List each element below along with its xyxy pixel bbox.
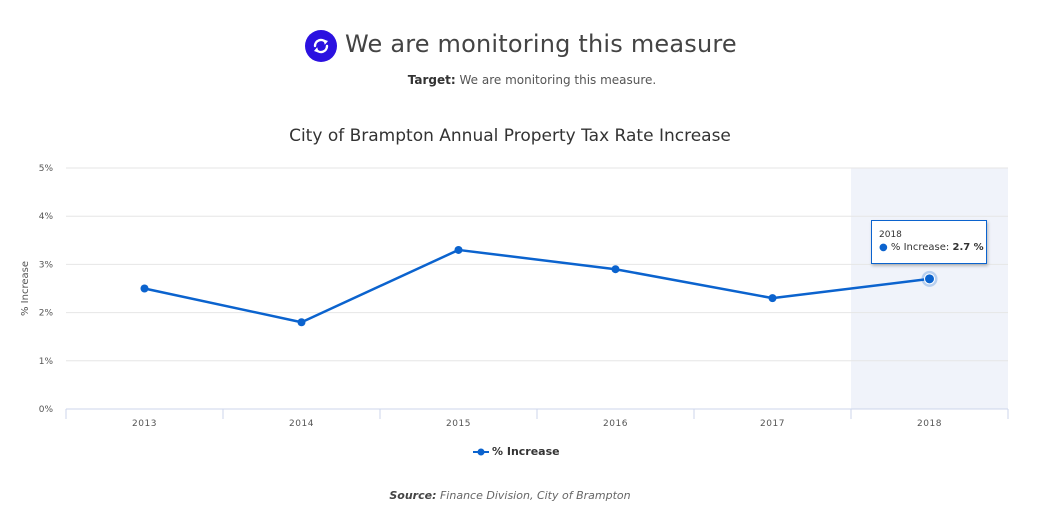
status-header: We are monitoring this measure <box>0 26 1064 66</box>
refresh-circle-icon <box>305 30 337 62</box>
data-point-highlighted[interactable] <box>924 273 935 285</box>
data-point[interactable] <box>297 318 306 327</box>
tooltip-series-label: % Increase: <box>890 242 950 253</box>
tooltip-dot-icon: ● <box>879 242 888 253</box>
x-tick-label: 2015 <box>446 419 471 429</box>
x-tick-label: 2018 <box>917 419 942 429</box>
y-tick-label: 3% <box>39 260 54 270</box>
y-tick-label: 5% <box>39 164 54 174</box>
status-title: We are monitoring this measure <box>345 30 737 58</box>
tooltip: 2018 ● % Increase: 2.7 % <box>871 220 987 264</box>
x-tick-label: 2017 <box>760 419 785 429</box>
y-axis-ticks: 0% 1% 2% 3% 4% 5% <box>39 164 54 415</box>
y-axis-label: % Increase <box>20 261 31 316</box>
legend-item[interactable]: % Increase <box>473 445 560 458</box>
x-tick-label: 2014 <box>289 419 314 429</box>
y-tick-label: 2% <box>39 309 54 319</box>
data-point[interactable] <box>140 284 149 293</box>
target-text: We are monitoring this measure. <box>459 73 657 87</box>
tooltip-category: 2018 <box>879 230 902 240</box>
x-tick-label: 2016 <box>603 419 628 429</box>
source-label: Source: <box>389 489 437 502</box>
data-point[interactable] <box>454 245 463 254</box>
highlight-band <box>851 168 1008 409</box>
legend-label: % Increase <box>492 445 560 458</box>
grid-lines <box>66 167 1008 362</box>
tooltip-value: 2.7 % <box>952 242 984 253</box>
data-point[interactable] <box>768 294 777 303</box>
source-text: Finance Division, City of Brampton <box>439 489 631 502</box>
data-point[interactable] <box>611 265 620 274</box>
target-label: Target: <box>407 73 456 87</box>
target-line: Target: We are monitoring this measure. <box>0 73 1064 87</box>
x-axis-ticks: 2013 2014 2015 2016 2017 2018 <box>65 409 1009 429</box>
series-line <box>144 248 930 324</box>
legend-line-icon <box>473 448 489 455</box>
source-line: Source: Finance Division, City of Brampt… <box>0 489 1020 502</box>
x-tick-label: 2013 <box>132 419 157 429</box>
data-points <box>140 245 938 327</box>
y-tick-label: 1% <box>39 357 54 367</box>
y-tick-label: 4% <box>39 212 54 222</box>
chart-title: City of Brampton Annual Property Tax Rat… <box>289 126 731 146</box>
y-tick-label: 0% <box>39 405 54 415</box>
